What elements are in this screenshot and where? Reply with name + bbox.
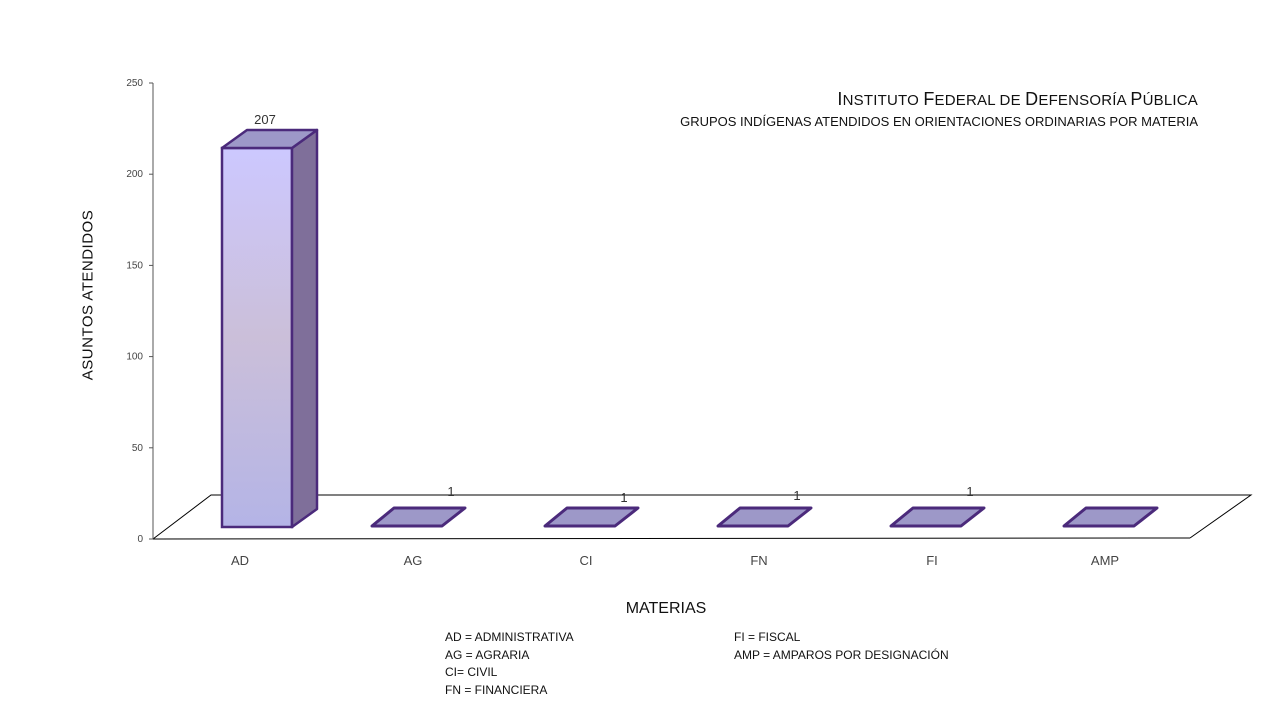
- x-tick-label: AD: [231, 553, 249, 568]
- y-tick-label: 250: [126, 78, 143, 89]
- legend-item: AMP = AMPAROS POR DESIGNACIÓN: [734, 647, 949, 662]
- chart-title: INSTITUTO FEDERAL DE DEFENSORÍA PÚBLICA: [680, 89, 1198, 110]
- x-tick-label: FN: [750, 553, 767, 568]
- bar-flat: [889, 506, 986, 528]
- x-tick-label: CI: [580, 553, 593, 568]
- title-part-1: INSTITUTO: [837, 89, 924, 109]
- legend-item: CI= CIVIL: [445, 665, 498, 679]
- bar-flat: [1062, 506, 1159, 528]
- x-tick-label: FI: [926, 553, 938, 568]
- y-axis-title: ASUNTOS ATENDIDOS: [79, 209, 97, 381]
- x-tick-label: AMP: [1091, 553, 1119, 568]
- bar-side: [290, 128, 319, 529]
- legend-right-column: FI = FISCAL AMP = AMPAROS POR DESIGNACIÓ…: [734, 629, 949, 664]
- data-label: 1: [447, 484, 454, 499]
- legend-item: FI = FISCAL: [734, 630, 801, 644]
- chart-subtitle: GRUPOS INDÍGENAS ATENDIDOS EN ORIENTACIO…: [680, 114, 1198, 129]
- bar-flat: [716, 506, 813, 528]
- y-tick-label: 50: [132, 443, 144, 454]
- title-part-2: FEDERAL DE: [923, 89, 1026, 109]
- y-tick-label: 150: [126, 260, 143, 271]
- y-tick-label: 0: [137, 534, 143, 545]
- y-tick-label: 200: [126, 169, 143, 180]
- x-axis-line: [152, 537, 1191, 540]
- bar-top: [220, 128, 319, 150]
- chart-floor: [152, 494, 1253, 540]
- title-part-3: DEFENSORÍA: [1025, 89, 1131, 109]
- data-label: 1: [793, 488, 800, 503]
- x-axis-title: MATERIAS: [625, 600, 707, 617]
- bar-flat: [370, 506, 467, 528]
- chart-title-block: INSTITUTO FEDERAL DE DEFENSORÍA PÚBLICA …: [680, 89, 1198, 129]
- bar-flat: [543, 506, 640, 528]
- data-label: 1: [620, 490, 627, 505]
- data-label: 207: [254, 112, 276, 127]
- legend-left-column: AD = ADMINISTRATIVA AG = AGRARIA CI= CIV…: [445, 629, 574, 699]
- legend-item: FN = FINANCIERA: [445, 682, 548, 697]
- y-tick-label: 100: [126, 352, 143, 363]
- legend-item: AG = AGRARIA: [445, 647, 530, 662]
- legend-item: AD = ADMINISTRATIVA: [445, 630, 574, 644]
- data-label: 1: [966, 484, 973, 499]
- bar-front: [220, 146, 294, 529]
- title-part-4: PÚBLICA: [1130, 89, 1198, 109]
- x-tick-label: AG: [404, 553, 423, 568]
